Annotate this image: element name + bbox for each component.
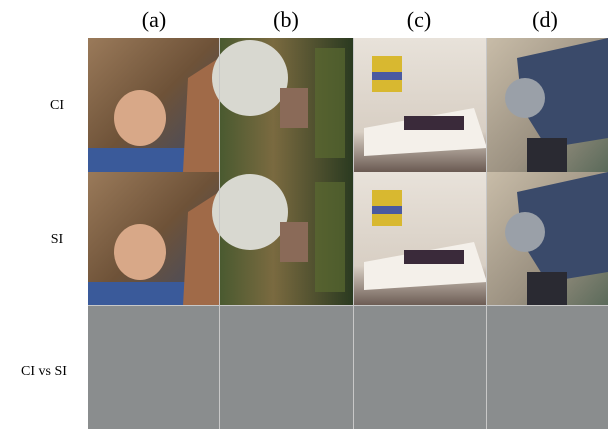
column-label: (b) bbox=[273, 7, 299, 32]
image-grid bbox=[88, 38, 608, 429]
image bbox=[88, 38, 219, 172]
column-label: (a) bbox=[142, 7, 166, 32]
difference-image bbox=[88, 306, 221, 429]
difference-image bbox=[487, 306, 608, 429]
image bbox=[487, 172, 608, 306]
difference-image bbox=[354, 306, 487, 429]
row-label: CI bbox=[50, 98, 64, 113]
page: (a) (b) (c) (d) CI SI CI vs SI (() => { … bbox=[0, 0, 608, 429]
column-label: (c) bbox=[407, 7, 431, 32]
image bbox=[487, 38, 608, 172]
figure: (a) (b) (c) (d) CI SI CI vs SI bbox=[0, 0, 608, 429]
image bbox=[354, 172, 487, 306]
image bbox=[354, 38, 487, 172]
image bbox=[88, 172, 219, 306]
column-label: (d) bbox=[532, 7, 558, 32]
image bbox=[212, 38, 353, 172]
image bbox=[212, 172, 353, 306]
row-label: CI vs SI bbox=[21, 364, 67, 379]
difference-image bbox=[220, 306, 353, 429]
row-label: SI bbox=[51, 232, 64, 247]
